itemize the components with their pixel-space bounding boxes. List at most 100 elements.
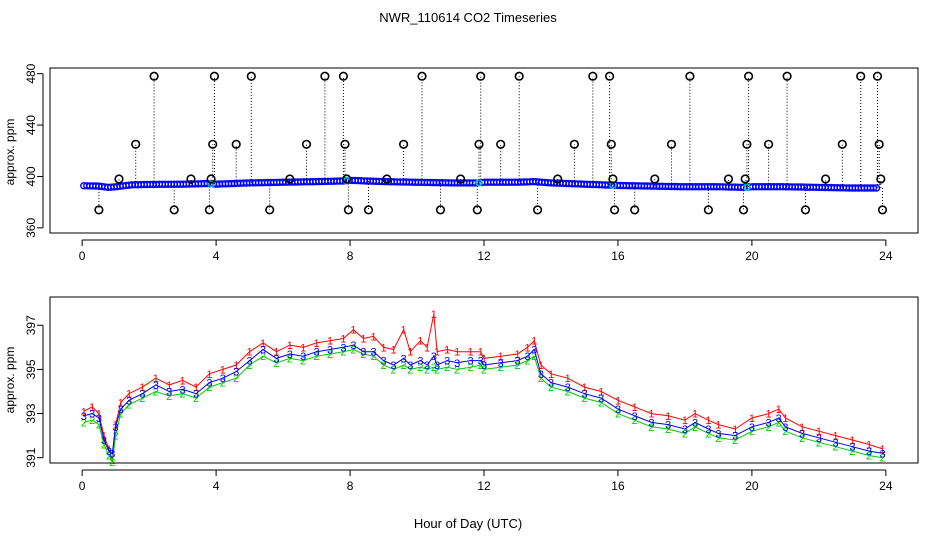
series-1-marker: 1 <box>153 373 159 385</box>
top-outlier-point <box>608 174 618 184</box>
top-outlier-point <box>514 71 524 81</box>
top-outlier-point <box>604 71 615 81</box>
bottom-x-tick-label: 16 <box>611 479 625 493</box>
top-outlier-point <box>476 71 486 81</box>
series-2-marker: 2 <box>648 422 654 434</box>
series-1-marker: 1 <box>782 413 788 425</box>
series-3-marker: 3 <box>314 347 320 359</box>
series-1-marker: 1 <box>715 420 721 432</box>
series-2-marker: 2 <box>247 360 253 372</box>
top-data-point <box>869 184 878 192</box>
series-3-marker: 3 <box>615 404 621 416</box>
series-3-marker: 3 <box>705 424 711 436</box>
series-1-marker: 1 <box>766 409 772 421</box>
bottom-x-tick-label: 20 <box>745 479 759 493</box>
series-1-marker: 1 <box>101 431 107 443</box>
top-outlier-point <box>738 205 749 215</box>
series-1-marker: 1 <box>287 340 293 352</box>
series-2-marker: 2 <box>153 387 159 399</box>
series-1-marker: 1 <box>407 347 413 359</box>
top-outlier-point <box>876 174 886 184</box>
top-y-axis-label: approx. ppm <box>3 119 17 186</box>
series-3-marker: 3 <box>468 356 474 368</box>
top-outlier-point <box>666 139 677 149</box>
top-outlier-point <box>723 174 734 184</box>
series-1-marker: 1 <box>233 360 239 372</box>
series-3-marker: 3 <box>799 428 805 440</box>
series-2-marker: 2 <box>350 345 356 357</box>
series-1-marker: 1 <box>816 426 822 438</box>
top-outlier-point <box>553 174 563 184</box>
series-3-marker: 3 <box>360 347 366 359</box>
series-2-marker: 2 <box>514 360 520 372</box>
series-2-marker: 2 <box>749 426 755 438</box>
series-2-marker: 2 <box>782 426 788 438</box>
top-outlier-point <box>340 139 350 149</box>
series-3-marker: 3 <box>424 360 430 372</box>
series-1-marker: 1 <box>799 422 805 434</box>
series-1-marker: 1 <box>424 342 430 354</box>
series-2-marker: 2 <box>849 446 855 458</box>
series-1-marker: 1 <box>514 349 520 361</box>
series-3-marker: 3 <box>153 380 159 392</box>
series-3-marker: 3 <box>514 356 520 368</box>
top-y-tick-label: 480 <box>24 63 38 83</box>
series-3-marker: 3 <box>109 448 115 460</box>
top-outlier-point <box>782 71 792 81</box>
series-2-marker: 2 <box>682 428 688 440</box>
top-outlier-point <box>740 174 750 184</box>
top-x-tick-label: 20 <box>745 249 759 263</box>
series-3-marker: 3 <box>166 387 172 399</box>
series-3-marker: 3 <box>96 413 102 425</box>
series-2-marker: 2 <box>481 364 487 376</box>
top-outlier-point <box>417 71 427 81</box>
series-2-marker: 2 <box>478 360 484 372</box>
series-2-marker: 2 <box>565 387 571 399</box>
top-outlier-point <box>630 205 640 215</box>
series-2-marker: 2 <box>81 417 87 429</box>
series-2-marker: 2 <box>360 349 366 361</box>
series-2-marker: 2 <box>340 347 346 359</box>
top-outlier-point <box>872 71 883 81</box>
series-2-marker: 2 <box>166 391 172 403</box>
series-3-marker: 3 <box>766 417 772 429</box>
series-3-marker: 3 <box>340 342 346 354</box>
series-2-marker: 2 <box>598 398 604 410</box>
series-2-marker: 2 <box>879 453 885 465</box>
top-outlier-point <box>114 174 124 184</box>
top-outlier-point <box>363 205 374 215</box>
series-3-marker: 3 <box>193 389 199 401</box>
series-2-marker: 2 <box>524 356 530 368</box>
top-outlier-point <box>131 139 141 149</box>
series-3-marker: 3 <box>300 351 306 363</box>
series-3-marker: 3 <box>665 420 671 432</box>
series-2-marker: 2 <box>260 351 266 363</box>
series-1-marker: 1 <box>340 334 346 346</box>
series-1-marker: 1 <box>89 402 95 414</box>
series-1-marker: 1 <box>581 382 587 394</box>
top-x-tick-label: 12 <box>477 249 491 263</box>
top-outlier-point <box>874 139 884 149</box>
series-2-marker: 2 <box>715 433 721 445</box>
series-2-marker: 2 <box>273 358 279 370</box>
series-3-marker: 3 <box>531 345 537 357</box>
series-2-marker: 2 <box>417 362 423 374</box>
series-3-marker: 3 <box>247 356 253 368</box>
top-outlier-point <box>837 139 847 149</box>
series-2-marker: 2 <box>370 351 376 363</box>
series-1-marker: 1 <box>193 382 199 394</box>
series-2-marker: 2 <box>468 362 474 374</box>
series-3-marker: 3 <box>370 347 376 359</box>
series-3-marker: 3 <box>106 446 112 458</box>
top-plot-frame <box>49 67 919 234</box>
series-1-marker: 1 <box>478 347 484 359</box>
series-3-marker: 3 <box>220 373 226 385</box>
series-2-marker: 2 <box>407 364 413 376</box>
top-outlier-point <box>382 174 392 184</box>
bottom-y-tick-label: 391 <box>24 447 38 467</box>
series-2-marker: 2 <box>391 364 397 376</box>
series-3-marker: 3 <box>776 413 782 425</box>
series-1-marker: 1 <box>776 404 782 416</box>
series-2-marker: 2 <box>106 451 112 463</box>
series-3-marker: 3 <box>126 395 132 407</box>
